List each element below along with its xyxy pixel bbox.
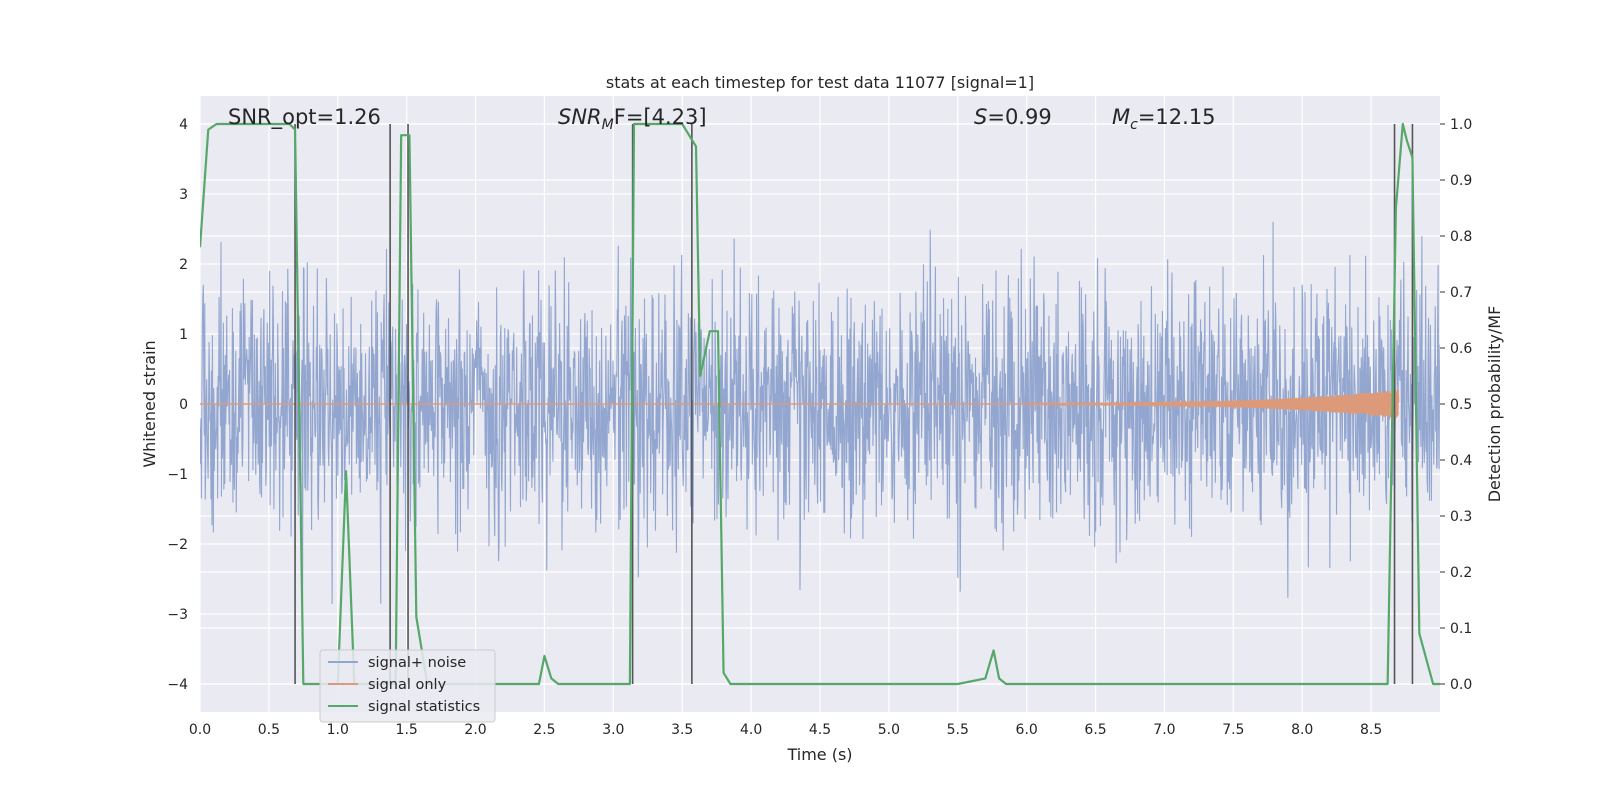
y-axis-label-left: Whitened strain [140, 340, 159, 467]
series-signal-plus-noise [200, 221, 1440, 604]
x-tick-label: 1.5 [396, 722, 418, 738]
x-axis-label: Time (s) [786, 745, 852, 764]
x-tick-labels: 0.0 0.5 1.0 1.5 2.0 2.5 3.0 3.5 4.0 4.5 5.0 5.5 6.0 6… [189, 722, 1382, 738]
y-left-tick-label: −3 [167, 607, 188, 623]
line-signal-statistics [200, 122, 1440, 686]
series-signal-only [200, 389, 1400, 419]
x-tick-label: 4.0 [740, 722, 762, 738]
x-tick-label: 2.5 [533, 722, 555, 738]
x-tick-label: 0.5 [258, 722, 280, 738]
y-right-tick-label: 0.9 [1450, 173, 1472, 189]
annotation-s: S=0.99 [974, 105, 1052, 129]
annotation-snr-opt: SNR_opt=1.26 [228, 105, 381, 130]
y-left-tick-label: 3 [179, 187, 188, 203]
x-tick-label: 1.0 [327, 722, 349, 738]
x-tick-label: 3.0 [602, 722, 624, 738]
y-right-tick-label: 1.0 [1450, 117, 1472, 133]
y-axis-label-right: Detection probability/MF [1485, 306, 1504, 503]
y-left-tick-label: 2 [179, 257, 188, 273]
y-left-tick-label: 4 [179, 117, 188, 133]
chart-title: stats at each timestep for test data 110… [606, 73, 1034, 92]
x-tick-label: 5.0 [878, 722, 900, 738]
y-left-tick-label: 0 [179, 397, 188, 413]
y-right-tick-label: 0.8 [1450, 229, 1472, 245]
y-right-tick-label: 0.4 [1450, 453, 1472, 469]
series-signal-statistics [200, 122, 1440, 686]
y-right-tick-label: 0.2 [1450, 565, 1472, 581]
legend-box [319, 649, 496, 723]
y-right-tick-labels: 1.0 0.9 0.8 0.7 0.6 0.5 0.4 0.3 0.2 0.1 0.0 [1440, 117, 1472, 693]
x-tick-label: 3.5 [671, 722, 693, 738]
y-right-tick-label: 0.1 [1450, 621, 1472, 637]
line-signal-only [1026, 389, 1400, 419]
line-signal-plus-noise [200, 221, 1440, 604]
y-right-tick-label: 0.6 [1450, 341, 1472, 357]
legend-label-signal-noise: signal+ noise [368, 655, 466, 671]
y-right-tick-label: 0.5 [1450, 397, 1472, 413]
x-tick-label: 4.5 [809, 722, 831, 738]
x-tick-label: 6.0 [1016, 722, 1038, 738]
x-tick-label: 7.0 [1153, 722, 1175, 738]
x-tick-label: 8.0 [1291, 722, 1313, 738]
y-left-tick-label: 1 [179, 327, 188, 343]
annotation-snr-mf: SNRMF=[4.23] [558, 105, 707, 133]
y-left-tick-label: −2 [167, 537, 188, 553]
y-left-tick-labels: 4 3 2 1 0 −1 −2 −3 −4 [167, 117, 188, 693]
legend-label-signal-statistics: signal statistics [368, 699, 480, 715]
y-left-tick-label: −1 [167, 467, 188, 483]
y-right-tick-label: 0.3 [1450, 509, 1472, 525]
y-right-tick-label: 0.0 [1450, 677, 1472, 693]
x-tick-label: 5.5 [947, 722, 969, 738]
x-tick-label: 6.5 [1084, 722, 1106, 738]
x-tick-label: 0.0 [189, 722, 211, 738]
annotation-mc: Mc=12.15 [1112, 105, 1216, 133]
x-tick-label: 2.0 [464, 722, 486, 738]
y-left-tick-label: −4 [167, 677, 188, 693]
x-tick-label: 7.5 [1222, 722, 1244, 738]
legend: signal+ noise signal only signal statist… [319, 649, 496, 723]
legend-label-signal-only: signal only [368, 677, 447, 693]
x-tick-label: 8.5 [1360, 722, 1382, 738]
y-right-tick-label: 0.7 [1450, 285, 1472, 301]
